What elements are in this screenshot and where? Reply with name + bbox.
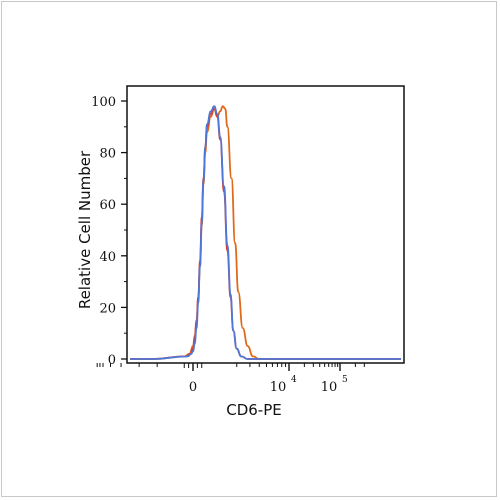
y-tick-label: 40 [99,250,116,265]
x-tick-label: 0 [189,380,197,395]
x-tick-label: 10 [270,380,287,395]
x-tick-label: 10 [321,380,338,395]
x-axis-title: CD6-PE [226,401,282,419]
y-tick-label: 0 [108,353,116,368]
y-tick-label: 80 [99,147,116,162]
y-axis: 0 20 40 60 80 100 [91,95,127,368]
x-axis: 0 10 4 10 5 [96,363,365,395]
series-line-2 [130,107,401,360]
series-line-1 [130,105,401,360]
x-tick-exponent: 5 [342,375,348,385]
series-line-3 [130,105,401,360]
x-tick-exponent: 4 [291,375,297,385]
y-axis-title: Relative Cell Number [76,150,94,309]
series-layer [130,105,401,360]
y-tick-label: 60 [99,198,116,213]
plot-area [126,85,405,364]
y-tick-label: 20 [99,301,116,316]
y-tick-label: 100 [91,95,116,110]
